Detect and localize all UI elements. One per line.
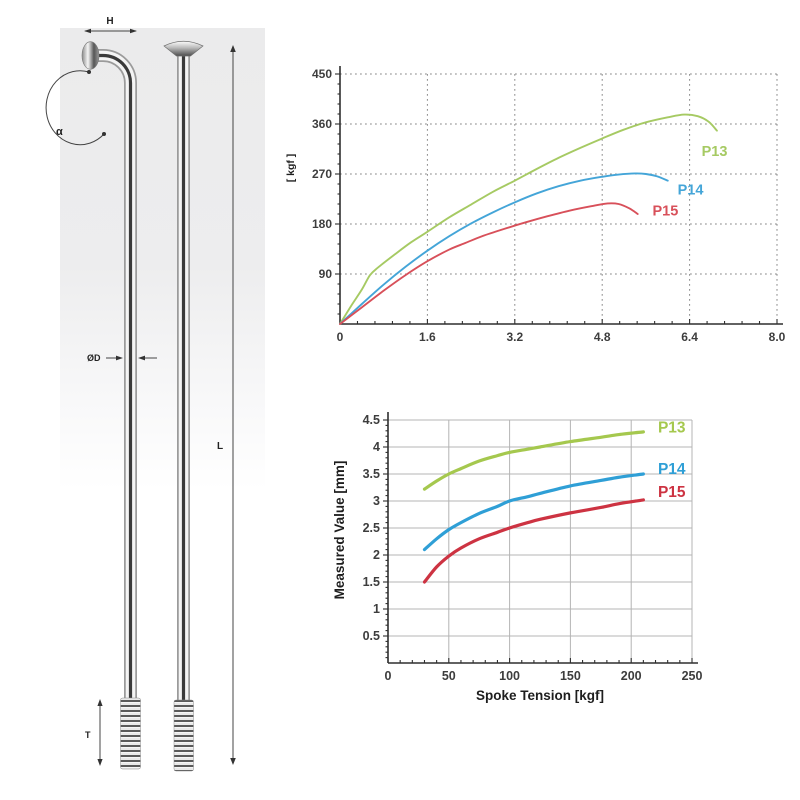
- dimension-alpha: α: [45, 70, 106, 146]
- straight-spoke: [163, 40, 204, 772]
- x-tick-label: 50: [442, 669, 456, 683]
- y-tick-label: 4: [373, 440, 380, 454]
- curve-P15: [422, 498, 645, 584]
- chart-measured-value-mm: 0 50 100 150 200 250 0.5 1 1.5 2 2.5 3 3.5 4 4.5 Measur…: [332, 412, 703, 703]
- j-bend-spoke: [81, 41, 141, 770]
- dim-label-thread: T: [85, 730, 91, 740]
- x-tick-label: 100: [499, 669, 520, 683]
- x-tick-label: 150: [560, 669, 581, 683]
- x-tick-label: 6.4: [681, 330, 698, 344]
- y-tick-label: 2: [373, 548, 380, 562]
- series-label-P14: P14: [678, 183, 704, 199]
- y-tick-label: 2.5: [363, 521, 380, 535]
- y-tick-label: 3.5: [363, 467, 380, 481]
- dim-label-diameter: ØD: [87, 353, 101, 363]
- y-tick-label: 90: [319, 267, 333, 281]
- x-tick-label: 4.8: [594, 330, 611, 344]
- y-tick-label: 270: [312, 167, 332, 181]
- y-tick-label: 1: [373, 602, 380, 616]
- curve-P14: [422, 472, 645, 552]
- y-tick-label: 180: [312, 217, 332, 231]
- x-tick-label: 0: [337, 330, 344, 344]
- curve-P14: [339, 172, 669, 325]
- x-tick-label: 8.0: [769, 330, 786, 344]
- x-tick-label: 3.2: [506, 330, 523, 344]
- x-tick-label: 1.6: [419, 330, 436, 344]
- y-axis-label: Measured Value [mm]: [332, 461, 347, 600]
- diagram-background-panel: [60, 28, 265, 773]
- curve-P15: [339, 202, 639, 325]
- countersunk-head: [163, 40, 204, 57]
- dimension-diameter: ØD: [87, 353, 157, 363]
- x-tick-label: 200: [621, 669, 642, 683]
- series-label-P14: P14: [658, 461, 686, 478]
- y-axis-label: [ kgf ]: [285, 154, 297, 183]
- y-tick-label: 4.5: [363, 413, 380, 427]
- series-label-P15: P15: [652, 204, 678, 220]
- dim-label-length: L: [217, 441, 223, 452]
- curve-P13: [339, 113, 718, 325]
- x-tick-label: 250: [682, 669, 703, 683]
- y-tick-label: 450: [312, 67, 332, 81]
- dimension-h: H: [84, 16, 137, 34]
- y-tick-label: 360: [312, 117, 332, 131]
- curve-P13: [422, 430, 645, 491]
- dim-label-h: H: [106, 16, 113, 27]
- spoke-diagram: H α ØD L T: [45, 16, 236, 772]
- straight-spoke-thread: [173, 699, 194, 772]
- dimension-thread: T: [85, 699, 103, 766]
- y-tick-label: 1.5: [363, 575, 380, 589]
- dim-label-alpha: α: [56, 126, 63, 138]
- y-tick-label: 0.5: [363, 629, 380, 643]
- j-bend-thread: [120, 697, 141, 770]
- dimension-length: L: [217, 45, 236, 765]
- series-label-P13: P13: [658, 419, 686, 436]
- chart-spoke-tension-kgf: 0 1.6 3.2 4.8 6.4 8.0 90 180 270 360 450 [ kgf ] P13…: [285, 66, 786, 344]
- y-tick-label: 3: [373, 494, 380, 508]
- series-label-P15: P15: [658, 484, 686, 501]
- x-tick-label: 0: [385, 669, 392, 683]
- x-axis-label: Spoke Tension [kgf]: [476, 688, 604, 703]
- j-bend-head: [81, 41, 100, 70]
- series-label-P13: P13: [702, 144, 728, 160]
